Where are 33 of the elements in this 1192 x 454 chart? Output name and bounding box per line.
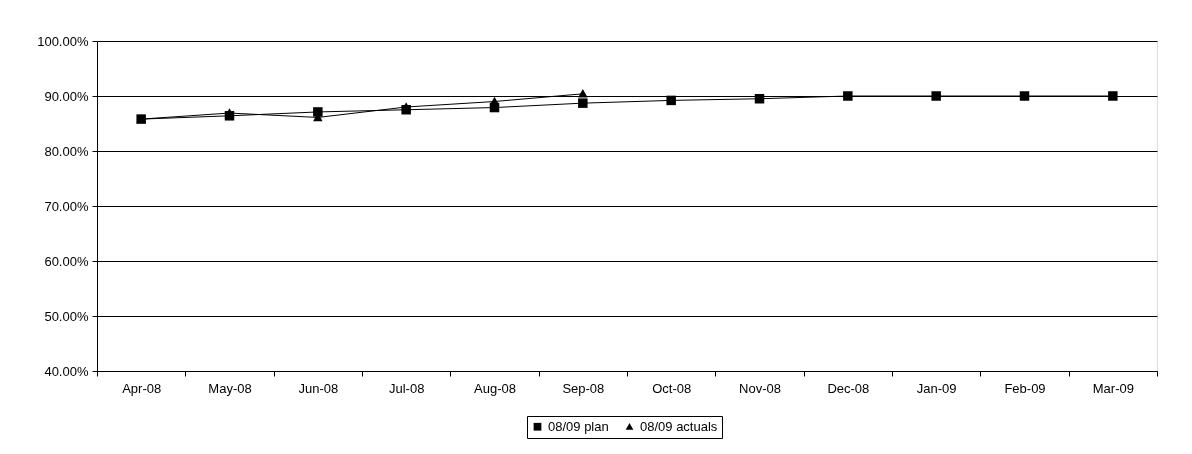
y-tick-label: 60.00% [44, 253, 89, 269]
y-tick-label: 70.00% [44, 198, 89, 214]
point [1019, 91, 1030, 101]
point [666, 95, 676, 106]
point [313, 107, 323, 117]
x-tick-label: Jul-08 [388, 380, 425, 396]
x-tick-label: Oct-08 [652, 380, 692, 396]
point [931, 91, 941, 101]
x-tick-label: Jan-09 [916, 380, 957, 396]
x-tick-label: Feb-09 [1004, 380, 1046, 396]
point [843, 91, 853, 101]
point [224, 111, 235, 121]
legend-label: 08/09 plan [548, 418, 609, 434]
x-tick-label: Dec-08 [827, 380, 870, 396]
y-tick-label: 40.00% [44, 363, 89, 379]
x-tick-label: Aug-08 [474, 380, 516, 396]
legend-label: 08/09 actuals [640, 418, 718, 434]
x-tick-label: Sep-08 [562, 380, 605, 396]
x-tick-label: Mar-09 [1092, 380, 1134, 396]
point [1108, 91, 1118, 101]
y-tick-label: 90.00% [44, 88, 89, 104]
point [578, 98, 588, 108]
x-tick-label: Jun-08 [298, 380, 339, 396]
y-tick-label: 50.00% [44, 308, 89, 324]
x-tick-label: May-08 [208, 380, 252, 396]
y-tick-label: 80.00% [44, 143, 89, 159]
point [489, 102, 500, 113]
point [578, 89, 588, 98]
point [401, 105, 411, 115]
y-tick-label: 100.00% [37, 33, 89, 49]
x-tick-label: Apr-08 [122, 380, 162, 396]
point [754, 94, 765, 104]
x-tick-label: Nov-08 [739, 380, 781, 396]
